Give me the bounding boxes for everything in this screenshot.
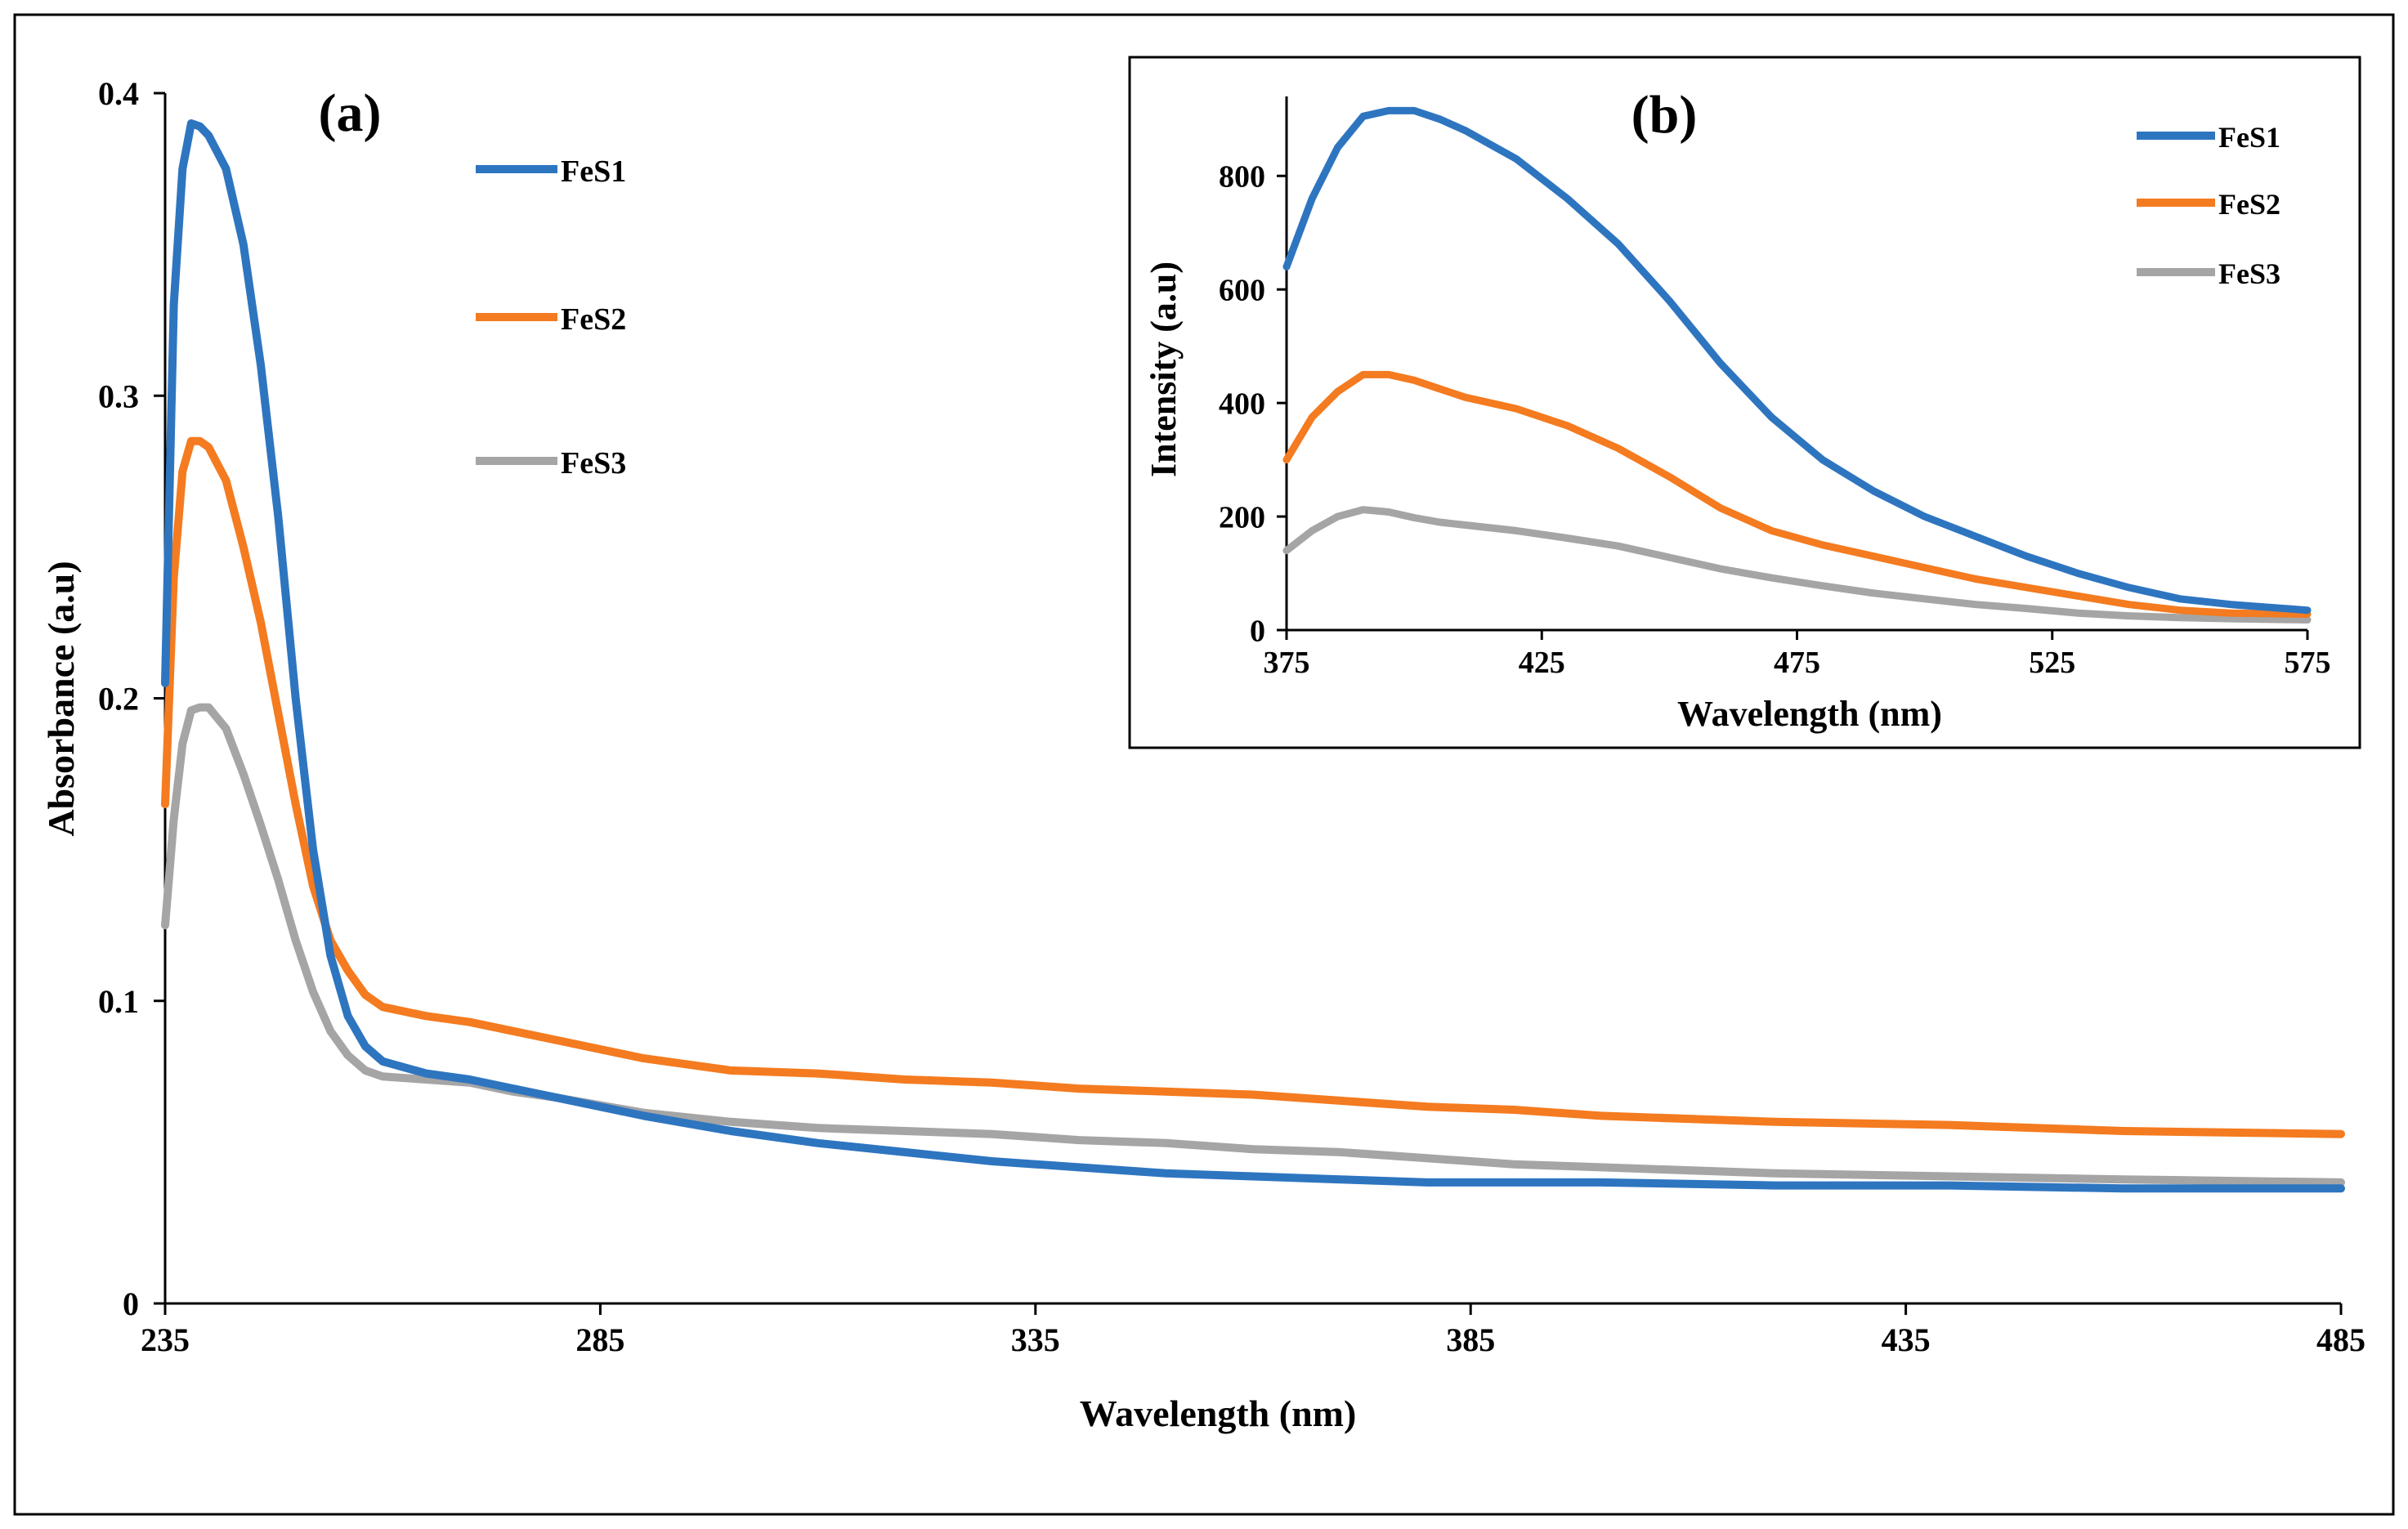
panel-a: 0 0.1 0.2 0.3 0.4 235 285 335 385 435 485 (a) Wav… <box>40 75 2365 1434</box>
panel-b-legend-label-fes1: FeS1 <box>2218 121 2280 154</box>
panel-b-y-tick-label: 800 <box>1219 160 1265 194</box>
panel-b-series-line-fes3 <box>1282 506 2312 624</box>
panel-b-y-tick-label: 200 <box>1219 500 1265 534</box>
panel-b-label: (b) <box>1631 85 1698 145</box>
panel-b-x-tick-label: 375 <box>1264 646 1310 680</box>
panel-b-series-line-fes2 <box>1282 370 2312 618</box>
panel-a-x-tick-label: 285 <box>575 1321 624 1358</box>
panel-a-x-tick-label: 485 <box>2316 1321 2365 1358</box>
panel-a-x-tick-label: 335 <box>1011 1321 1060 1358</box>
panel-b-y-ticks: 0 200 400 600 800 <box>1219 160 1287 648</box>
panel-b-y-axis-title: Intensity (a.u) <box>1144 262 1184 477</box>
panel-a-y-ticks: 0 0.1 0.2 0.3 0.4 <box>98 75 165 1322</box>
panel-b-y-tick-label: 400 <box>1219 387 1265 421</box>
panel-a-x-tick-label: 435 <box>1882 1321 1931 1358</box>
panel-b-x-tick-label: 575 <box>2285 646 2331 680</box>
panel-b: 0 200 400 600 800 375 425 475 525 575 (b) Wavele… <box>1128 56 2361 749</box>
panel-b-legend-label-fes3: FeS3 <box>2218 257 2280 290</box>
panel-a-legend-label-fes1: FeS1 <box>561 154 626 189</box>
panel-b-series-line-fes1 <box>1282 106 2312 615</box>
panel-a-x-tick-label: 235 <box>141 1321 190 1358</box>
panel-b-legend-label-fes2: FeS2 <box>2218 188 2280 221</box>
panel-a-legend: FeS1 FeS2 FeS3 <box>476 154 626 481</box>
panel-b-x-tick-label: 425 <box>1519 646 1565 680</box>
panel-a-label: (a) <box>319 83 382 143</box>
panel-a-x-tick-label: 385 <box>1446 1321 1495 1358</box>
panel-a-y-tick-label: 0.4 <box>98 75 139 112</box>
panel-b-y-tick-label: 600 <box>1219 273 1265 307</box>
panel-b-series-lines <box>1282 106 2312 624</box>
panel-a-legend-label-fes2: FeS2 <box>561 302 626 337</box>
panel-a-series-lines <box>161 119 2345 1193</box>
panel-b-frame <box>1128 56 2361 749</box>
panel-a-series-line-fes1 <box>161 119 2345 1193</box>
panel-a-y-tick-label: 0.1 <box>98 983 139 1020</box>
panel-b-x-tick-label: 475 <box>1774 646 1820 680</box>
panel-a-series-line-fes2 <box>161 436 2345 1138</box>
panel-a-y-tick-label: 0.3 <box>98 378 139 414</box>
panel-b-x-tick-label: 525 <box>2029 646 2075 680</box>
panel-a-x-ticks: 235 285 335 385 435 485 <box>141 1303 2365 1358</box>
panel-a-y-tick-label: 0 <box>123 1285 139 1322</box>
panel-a-y-tick-label: 0.2 <box>98 681 139 718</box>
panel-b-legend: FeS1 FeS2 FeS3 <box>2137 121 2280 290</box>
panel-a-legend-label-fes3: FeS3 <box>561 446 626 481</box>
panel-a-y-axis-title: Absorbance (a.u) <box>40 561 82 836</box>
panel-a-x-axis-title: Wavelength (nm) <box>1080 1393 1357 1434</box>
panel-b-y-tick-label: 0 <box>1250 614 1265 648</box>
panel-b-x-ticks: 375 425 475 525 575 <box>1264 630 2331 680</box>
panel-b-x-axis-title: Wavelength (nm) <box>1677 694 1942 734</box>
